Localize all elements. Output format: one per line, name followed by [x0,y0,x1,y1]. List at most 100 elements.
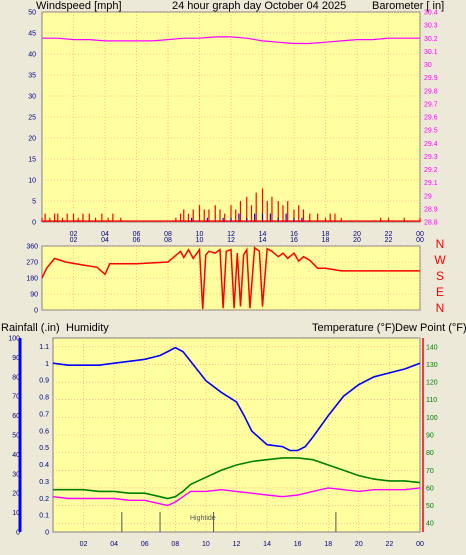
wind-y-tick: 10 [28,178,36,185]
humidity-y-tick: 80 [12,374,20,381]
rainfall-y-tick: 0.8 [39,395,49,402]
x-tick-label: 16 [290,237,298,244]
baro-y-tick: 28.8 [424,220,438,227]
direction-plot-series [41,246,420,310]
rainfall-y-tick: 0.2 [39,496,49,503]
dewpoint-line [52,487,421,507]
rainfall-y-tick: 1 [45,361,49,368]
humidity-y-tick: 0 [16,530,20,537]
humidity-y-tick: 70 [12,394,20,401]
humidity-y-tick: 50 [12,433,20,440]
baro-y-tick: 29.1 [424,180,438,187]
x-tick-label: 08 [171,541,179,548]
x-tick-label: 02 [70,231,78,238]
baro-y-tick: 30.2 [424,36,438,43]
humidity-y-tick: 20 [12,491,20,498]
climate-plot-grid [53,338,421,532]
direction-y-tick: 0 [34,308,38,315]
x-tick-label: 12 [233,541,241,548]
x-tick-label: 20 [353,237,361,244]
barometer-axis-label: Barometer [ in] [372,0,444,12]
rainfall-y-tick: 1.1 [39,344,49,351]
temperature-y-tick: 130 [426,362,438,369]
humidity-y-tick: 60 [12,413,20,420]
rainfall-y-tick: 0.4 [39,462,49,469]
wind-y-tick: 15 [28,157,36,164]
x-tick-label: 20 [355,541,363,548]
direction-y-tick: 180 [26,276,38,283]
direction-y-tick: 360 [26,244,38,251]
dewpoint-axis-label: Dew Point (°F) [395,322,466,334]
x-tick-label: 14 [259,231,267,238]
x-tick-label: 02 [80,541,88,548]
direction-y-tick: 270 [26,260,38,267]
x-tick-label: 10 [196,231,204,238]
wind-y-tick: 40 [28,52,36,59]
temperature-y-tick: 110 [426,397,437,404]
humidity-y-tick: 90 [12,355,20,362]
baro-y-tick: 30.1 [424,49,438,56]
x-tick-label: 08 [164,231,172,238]
wind-y-tick: 20 [28,136,36,143]
x-tick-label: 14 [259,237,267,244]
compass-letter: E [436,285,444,299]
baro-y-tick: 28.9 [424,206,438,213]
graph-title: 24 hour graph day October 04 2025 [172,0,346,12]
temperature-y-tick: 60 [426,485,434,492]
temperature-y-tick: 140 [426,344,438,351]
x-tick-label: 16 [294,541,302,548]
x-tick-label: 18 [322,237,330,244]
temperature-axis-label: Temperature (°F) [312,322,395,334]
rainfall-y-tick: 0.6 [39,428,49,435]
rainfall-axis-label: Rainfall (.in) [1,322,60,334]
compass-letter: S [436,269,444,283]
baro-y-tick: 29.8 [424,88,438,95]
wind-plot-series [41,36,421,222]
rainfall-y-tick: 0.9 [39,378,49,385]
x-tick-label: 04 [110,541,118,548]
humidity-y-tick: 30 [12,471,20,478]
rainfall-y-tick: 0.3 [39,479,49,486]
temperature-y-tick: 80 [426,450,434,457]
temperature-y-tick: 40 [426,521,434,528]
climate-plot-ticks: 40506070809010011012013014000.10.20.30.4… [8,336,437,549]
x-tick-label: 12 [227,237,235,244]
x-tick-label: 20 [353,231,361,238]
hightide-label: Hightide [190,515,216,522]
x-tick-label: 10 [202,541,210,548]
wind-y-tick: 45 [28,31,36,38]
x-tick-label: 00 [416,237,424,244]
temperature-y-tick: 100 [426,415,438,422]
humidity-y-tick: 40 [12,452,20,459]
temperature-y-tick: 70 [426,468,434,475]
windspeed-axis-label: Windspeed [mph] [36,0,122,12]
x-tick-label: 08 [164,237,172,244]
x-tick-label: 06 [133,237,141,244]
baro-y-tick: 29.7 [424,101,438,108]
compass-letter: N [436,301,445,315]
humidity-line [52,346,421,452]
wind-y-tick: 30 [28,94,36,101]
x-tick-label: 06 [141,541,149,548]
baro-y-tick: 29.3 [424,154,438,161]
rainfall-y-tick: 0.7 [39,411,49,418]
x-tick-label: 00 [416,541,424,548]
humidity-axis-label: Humidity [66,322,109,334]
baro-y-tick: 29.4 [424,141,438,148]
direction-y-tick: 90 [30,292,38,299]
baro-y-tick: 29 [424,193,432,200]
wind-y-tick: 25 [28,115,36,122]
temperature-line [53,457,421,500]
x-tick-label: 02 [70,237,78,244]
wind-y-tick: 0 [32,220,36,227]
wind-plot-ticks: 0 5 10 15 20 25 30 35 40 45 50 28.8 28.9 29 29.1 29.2 29… [28,10,438,239]
humidity-y-tick: 10 [12,510,20,517]
x-tick-label: 18 [324,541,332,548]
x-tick-label: 04 [101,231,109,238]
compass-letter: W [434,253,446,267]
baro-y-tick: 29.6 [424,115,438,122]
baro-y-tick: 30.4 [424,10,438,17]
x-tick-label: 22 [385,231,393,238]
